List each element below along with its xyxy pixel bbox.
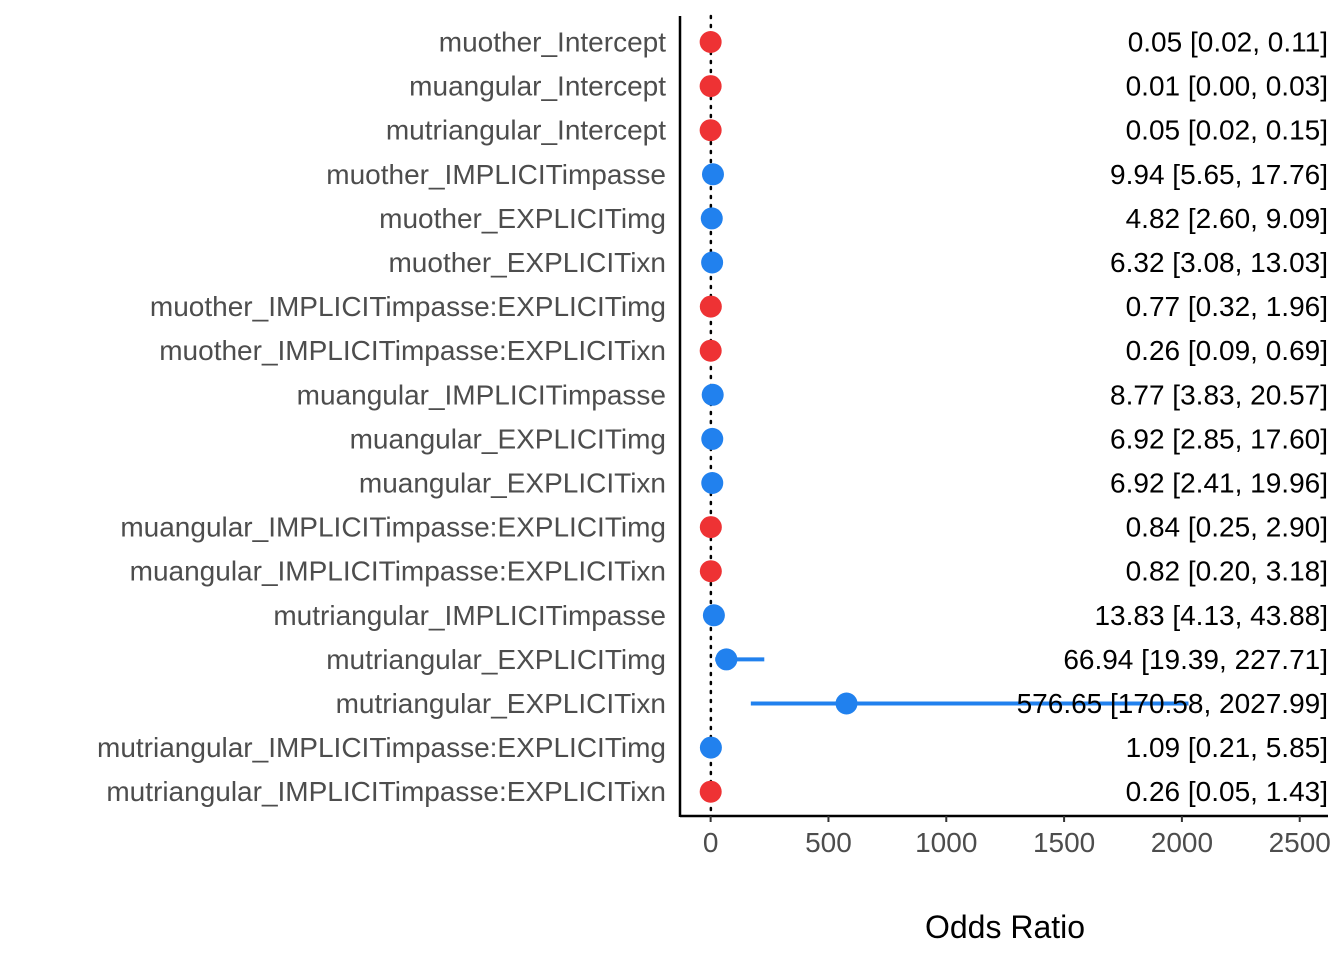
estimate-point	[701, 383, 724, 406]
estimate-marks	[699, 31, 1189, 803]
estimate-value-label: 4.82 [2.60, 9.09]	[1126, 203, 1328, 234]
estimate-point	[701, 163, 724, 186]
estimate-value-label: 6.92 [2.85, 17.60]	[1110, 423, 1328, 454]
x-tick-label: 1000	[915, 827, 977, 858]
x-tick-label: 0	[703, 827, 719, 858]
x-tick-label: 500	[805, 827, 852, 858]
term-label: mutriangular_EXPLICITixn	[336, 688, 666, 719]
estimate-value-label: 576.65 [170.58, 2027.99]	[1017, 688, 1328, 719]
estimate-value-label: 1.09 [0.21, 5.85]	[1126, 732, 1328, 763]
estimate-point	[699, 119, 722, 142]
estimate-point	[699, 780, 722, 803]
term-label: muangular_Intercept	[409, 71, 666, 102]
estimate-value-label: 0.82 [0.20, 3.18]	[1126, 556, 1328, 587]
estimate-point	[702, 604, 725, 627]
estimate-value-label: 8.77 [3.83, 20.57]	[1110, 379, 1328, 410]
term-label: muother_IMPLICITimpasse	[326, 159, 666, 190]
term-label: muother_IMPLICITimpasse:EXPLICITixn	[159, 335, 666, 366]
estimate-value-label: 0.26 [0.05, 1.43]	[1126, 776, 1328, 807]
term-label: muother_EXPLICITimg	[379, 203, 666, 234]
x-axis-ticks: 0 500 1000 1500 2000 2500	[703, 816, 1331, 858]
term-labels: muother_Intercept muangular_Interceptmutr…	[97, 27, 666, 808]
term-label: mutriangular_Intercept	[386, 115, 666, 146]
term-label: mutriangular_IMPLICITimpasse:EXPLICITixn	[106, 776, 666, 807]
estimate-value-label: 0.05 [0.02, 0.15]	[1126, 115, 1328, 146]
estimate-point	[699, 560, 722, 583]
estimate-point	[699, 75, 722, 98]
estimate-point	[701, 427, 724, 450]
estimate-point	[699, 31, 722, 53]
estimate-point	[700, 207, 723, 230]
term-label: muother_Intercept	[439, 27, 666, 58]
estimate-value-label: 0.05 [0.02, 0.11]	[1128, 27, 1328, 58]
estimate-point	[715, 648, 738, 671]
estimate-value-label: 6.92 [2.41, 19.96]	[1110, 468, 1328, 499]
estimate-value-label: 66.94 [19.39, 227.71]	[1063, 644, 1328, 675]
x-axis-title: Odds Ratio	[925, 909, 1085, 945]
estimate-point	[699, 295, 722, 318]
estimate-value-labels: 0.05 [0.02, 0.11] 0.01 [0.00, 0.03] 0.05 […	[1017, 27, 1328, 808]
term-label: mutriangular_EXPLICITimg	[326, 644, 666, 675]
estimate-value-label: 6.32 [3.08, 13.03]	[1110, 247, 1328, 278]
estimate-point	[701, 251, 724, 274]
x-tick-label: 2500	[1269, 827, 1331, 858]
estimate-point	[699, 339, 722, 362]
estimate-value-label: 0.01 [0.00, 0.03]	[1126, 71, 1328, 102]
estimate-point	[835, 692, 858, 715]
estimate-value-label: 0.77 [0.32, 1.96]	[1126, 291, 1328, 322]
estimate-point	[699, 516, 722, 539]
term-label: muother_EXPLICITixn	[388, 247, 666, 278]
estimate-value-label: 9.94 [5.65, 17.76]	[1110, 159, 1328, 190]
term-label: muangular_IMPLICITimpasse	[297, 379, 666, 410]
x-tick-label: 1500	[1033, 827, 1095, 858]
estimate-value-label: 0.84 [0.25, 2.90]	[1126, 512, 1328, 543]
term-label: mutriangular_IMPLICITimpasse	[273, 600, 666, 631]
x-tick-label: 2000	[1151, 827, 1213, 858]
term-label: muother_IMPLICITimpasse:EXPLICITimg	[150, 291, 666, 322]
estimate-point	[699, 736, 722, 759]
term-label: muangular_EXPLICITimg	[350, 423, 666, 454]
estimate-value-label: 0.26 [0.09, 0.69]	[1126, 335, 1328, 366]
term-label: muangular_IMPLICITimpasse:EXPLICITixn	[130, 556, 666, 587]
estimate-value-label: 13.83 [4.13, 43.88]	[1094, 600, 1328, 631]
term-label: muangular_EXPLICITixn	[359, 468, 666, 499]
axes	[678, 16, 1328, 818]
estimate-point	[701, 472, 724, 494]
term-label: muangular_IMPLICITimpasse:EXPLICITimg	[120, 512, 666, 543]
term-label: mutriangular_IMPLICITimpasse:EXPLICITimg	[97, 732, 666, 763]
